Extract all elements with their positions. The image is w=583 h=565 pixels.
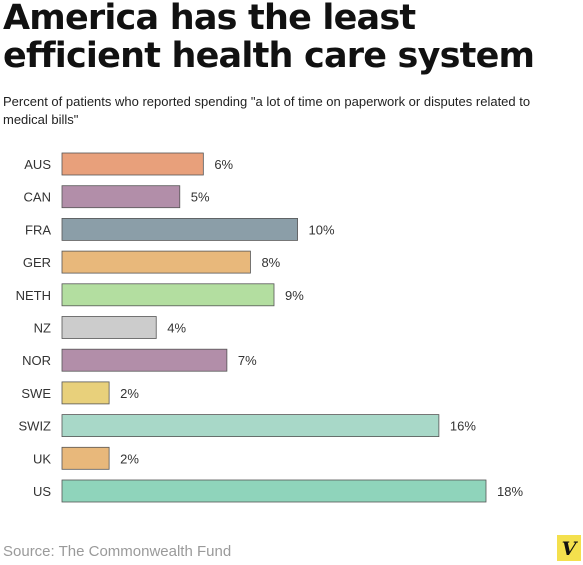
value-label: 18% xyxy=(497,484,523,499)
chart-subtitle: Percent of patients who reported spendin… xyxy=(3,94,531,127)
value-label: 6% xyxy=(214,157,233,172)
bar xyxy=(61,446,110,470)
bar xyxy=(61,250,251,274)
bar xyxy=(61,152,204,176)
chart-title: America has the least efficient health c… xyxy=(3,0,535,76)
bar xyxy=(61,381,110,405)
category-label: UK xyxy=(33,451,51,466)
value-label: 10% xyxy=(309,222,335,237)
value-label: 16% xyxy=(450,419,476,434)
value-label: 4% xyxy=(167,321,186,336)
category-label: NZ xyxy=(34,321,51,336)
category-label: US xyxy=(33,484,51,499)
category-label: SWE xyxy=(21,386,51,401)
bar xyxy=(61,348,228,372)
svg-text:V: V xyxy=(562,538,579,560)
bar xyxy=(61,283,275,307)
value-label: 5% xyxy=(191,190,210,205)
bar xyxy=(61,414,440,438)
value-label: 2% xyxy=(120,386,139,401)
category-label: NOR xyxy=(22,353,51,368)
vox-logo: V xyxy=(557,535,581,561)
category-label: CAN xyxy=(24,190,51,205)
bar-chart: AUS 6% CAN 5% FRA 10% GER 8% NETH 9% NZ 4% NOR 7% SWE 2… xyxy=(16,152,523,503)
value-label: 2% xyxy=(120,451,139,466)
category-label: AUS xyxy=(24,157,51,172)
value-label: 9% xyxy=(285,288,304,303)
category-label: SWIZ xyxy=(19,419,52,434)
category-label: GER xyxy=(23,255,51,270)
category-label: FRA xyxy=(25,222,51,237)
value-label: 8% xyxy=(261,255,280,270)
bar xyxy=(61,479,487,503)
source-note: Source: The Commonwealth Fund xyxy=(3,543,232,560)
bar xyxy=(61,218,298,241)
bar xyxy=(61,185,181,209)
category-label: NETH xyxy=(16,288,51,303)
bar xyxy=(61,316,157,339)
value-label: 7% xyxy=(238,353,257,368)
